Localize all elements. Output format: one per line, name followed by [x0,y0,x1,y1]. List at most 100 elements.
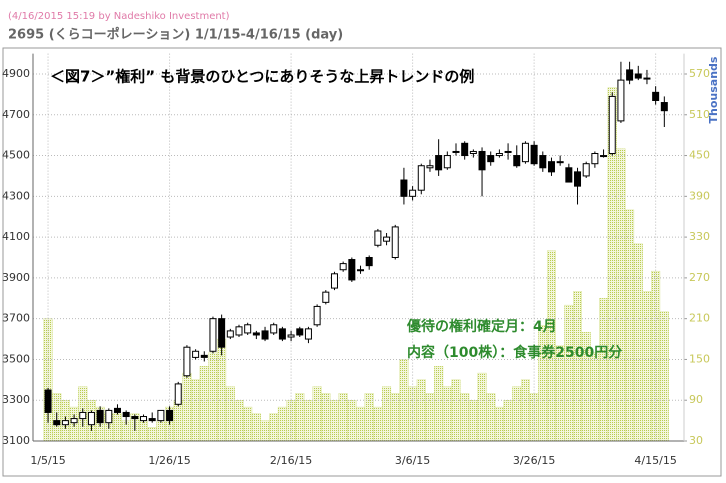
x-tick-label: 2/16/15 [270,454,312,467]
y2-tick-label: 270 [689,271,710,284]
y2-tick-label: 450 [689,149,710,162]
candle-body [365,256,373,267]
y2-tick-label: 90 [689,393,703,406]
candle-body [339,263,347,271]
candle-body [131,416,139,420]
note: 優待の権利確定月：4月 [406,318,557,335]
candle-body [296,328,304,336]
volume-bar [625,209,635,442]
candle-body [252,332,260,336]
volume-bar [260,420,270,442]
y-tick-label: 4300 [2,189,30,202]
volume-bar [573,291,583,442]
candle-body [61,420,69,426]
candle-body [660,102,668,112]
y-tick-label: 3100 [2,434,30,447]
volume-bar [295,393,305,442]
volume-bar [356,406,366,442]
candle-body [643,77,651,80]
volume-bar [234,400,244,442]
volume-bar [156,420,166,442]
y2-axis-title: Thousands [707,56,720,123]
candle-body [122,411,130,418]
volume-bar [243,406,253,442]
candle-body [547,161,555,173]
candle-body [304,328,312,340]
candle-body [521,142,529,163]
candle-body [79,411,87,420]
volume-bar [503,400,513,442]
candle-body [634,73,642,79]
candle-body [417,165,425,191]
candle-body [582,163,590,177]
volume-bar [139,420,149,442]
candle-body [435,155,443,171]
candle-body [87,411,95,426]
volume-bar [390,393,400,442]
x-tick-label: 3/6/15 [395,454,430,467]
volume-bar [225,386,235,442]
y-tick-label: 3300 [2,393,30,406]
volume-bar [520,379,530,442]
candle-body [487,155,495,163]
volume-bar [599,298,609,442]
volume-bar [147,427,157,442]
chart-title: 2695 (くらコーポレーション) 1/1/15-4/16/15 (day) [8,27,343,43]
annotation: ＜図7＞”権利” も背景のひとつにありそうな上昇トレンドの例 [50,68,474,86]
volume-bar [651,270,661,442]
x-tick-label: 1/5/15 [30,454,65,467]
candle-body [513,155,521,167]
candle-body [322,291,330,303]
y2-tick-label: 210 [689,312,710,325]
candle-body [270,324,278,334]
y2-tick-label: 570 [689,67,710,80]
candle-body [218,318,226,348]
candle-body [44,389,52,413]
volume-bar [460,393,470,442]
candle-body [443,155,451,169]
y-tick-label: 4100 [2,230,30,243]
volume-bar [442,386,452,442]
candle-body [530,144,538,165]
volume-bar [451,379,461,442]
candle-body [113,407,121,413]
y-tick-label: 4700 [2,108,30,121]
x-tick-label: 1/26/15 [148,454,190,467]
volume-bar [347,400,357,442]
candle-body [53,420,61,426]
volume-bar [512,386,522,442]
volume-bar [642,291,652,442]
volume-bar [477,372,487,442]
stamp: (4/16/2015 15:19 by Nadeshiko Investment… [8,11,230,22]
candle-body [330,273,338,289]
candle-body [391,226,399,258]
volume-bar [251,413,261,442]
candle-body [200,354,208,358]
candle-body [495,153,503,157]
candle-body [261,330,269,340]
candle-body [226,330,234,338]
candle-body [148,418,156,422]
volume-bar [659,311,669,442]
y-tick-label: 3500 [2,352,30,365]
candle-body [157,409,165,422]
y2-tick-label: 150 [689,352,710,365]
candle-body [278,328,286,340]
note: 内容（100株）：食事券2500円分 [407,344,622,361]
candle-body [652,91,660,101]
candle-body [617,79,625,122]
volume-bar [182,372,192,442]
candle-body [209,318,217,352]
volume-bar [564,304,574,442]
volume-bar [312,386,322,442]
frame [2,47,722,477]
volume-bar [303,400,313,442]
candle-body [504,150,512,153]
y-tick-label: 4900 [2,67,30,80]
volume-bar [486,393,496,442]
candle-body [105,409,113,424]
volume-bar [616,148,626,442]
volume-bar [112,413,122,442]
volume-bar [277,406,287,442]
